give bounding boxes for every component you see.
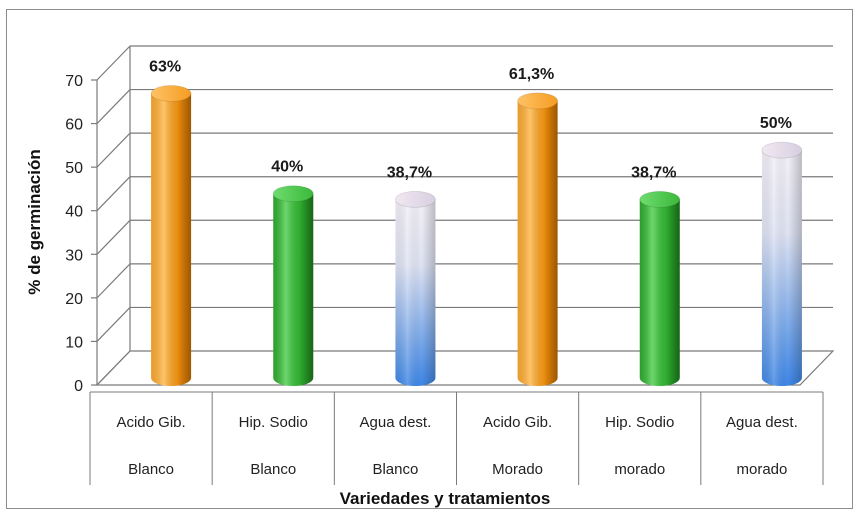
bar-shading xyxy=(639,199,680,386)
x-category-label-line1: Acido Gib. xyxy=(116,414,185,431)
x-category-label-line1: Hip. Sodio xyxy=(605,414,674,431)
bar-top xyxy=(395,190,436,208)
bar-shading xyxy=(517,100,558,387)
y-tick-label: 20 xyxy=(65,291,83,308)
labels-layer: Acido Gib. Blanco Hip. Sodio Blanco Agua des… xyxy=(89,59,824,485)
y-tick-label: 30 xyxy=(65,247,83,264)
gridline-diagonal xyxy=(96,350,131,386)
x-category-label-line2: morado xyxy=(614,461,665,478)
data-label: 50% xyxy=(760,115,792,132)
bar-shading xyxy=(761,150,802,386)
x-category-label-line2: Blanco xyxy=(372,461,418,478)
x-category-label-line2: Morado xyxy=(492,461,543,478)
gridline-diagonal xyxy=(96,219,131,255)
data-label: 63% xyxy=(149,59,181,76)
bar-top xyxy=(272,185,314,203)
data-label: 40% xyxy=(271,159,303,176)
y-tick-label: 60 xyxy=(65,117,83,134)
x-category-label-line2: Blanco xyxy=(250,461,296,478)
data-label: 61,3% xyxy=(509,66,554,83)
bar-top xyxy=(150,85,192,102)
x-category-label-line2: morado xyxy=(736,461,787,478)
x-category-label-line1: Acido Gib. xyxy=(483,414,552,431)
floor xyxy=(95,350,835,386)
y-tick-label: 10 xyxy=(65,334,83,351)
y-tick-label: 50 xyxy=(65,160,83,177)
bar xyxy=(150,85,192,386)
bar xyxy=(761,141,803,386)
x-category-label-line2: Blanco xyxy=(128,461,174,478)
y-axis-title: % de germinación xyxy=(25,149,44,294)
x-category-label-line1: Agua dest. xyxy=(726,414,798,431)
gridline-diagonal xyxy=(96,263,131,299)
gridline-diagonal xyxy=(96,132,131,168)
bar-shading xyxy=(151,93,192,386)
bar xyxy=(272,185,314,386)
bar xyxy=(639,190,681,386)
data-label: 38,7% xyxy=(387,164,432,181)
bar-shading xyxy=(273,193,314,386)
bar-top xyxy=(517,92,558,110)
bar-shading xyxy=(395,199,436,386)
x-category-label-line1: Agua dest. xyxy=(360,414,432,431)
bars-layer xyxy=(150,85,803,387)
bar-top xyxy=(761,141,803,159)
y-tick-label: 40 xyxy=(65,204,83,221)
bar-top xyxy=(639,190,681,208)
x-axis-title: Variedades y tratamientos xyxy=(340,489,551,508)
y-tick-label: 0 xyxy=(74,378,83,395)
gridline-diagonal xyxy=(96,176,131,212)
gridline-diagonal xyxy=(96,307,131,342)
data-label: 38,7% xyxy=(631,164,676,181)
gridline-diagonal xyxy=(96,89,131,124)
bar xyxy=(395,190,436,386)
y-tick-label: 70 xyxy=(65,73,83,90)
bar xyxy=(517,92,558,387)
gridline-diagonal xyxy=(96,45,131,81)
x-category-label-line1: Hip. Sodio xyxy=(239,414,308,431)
